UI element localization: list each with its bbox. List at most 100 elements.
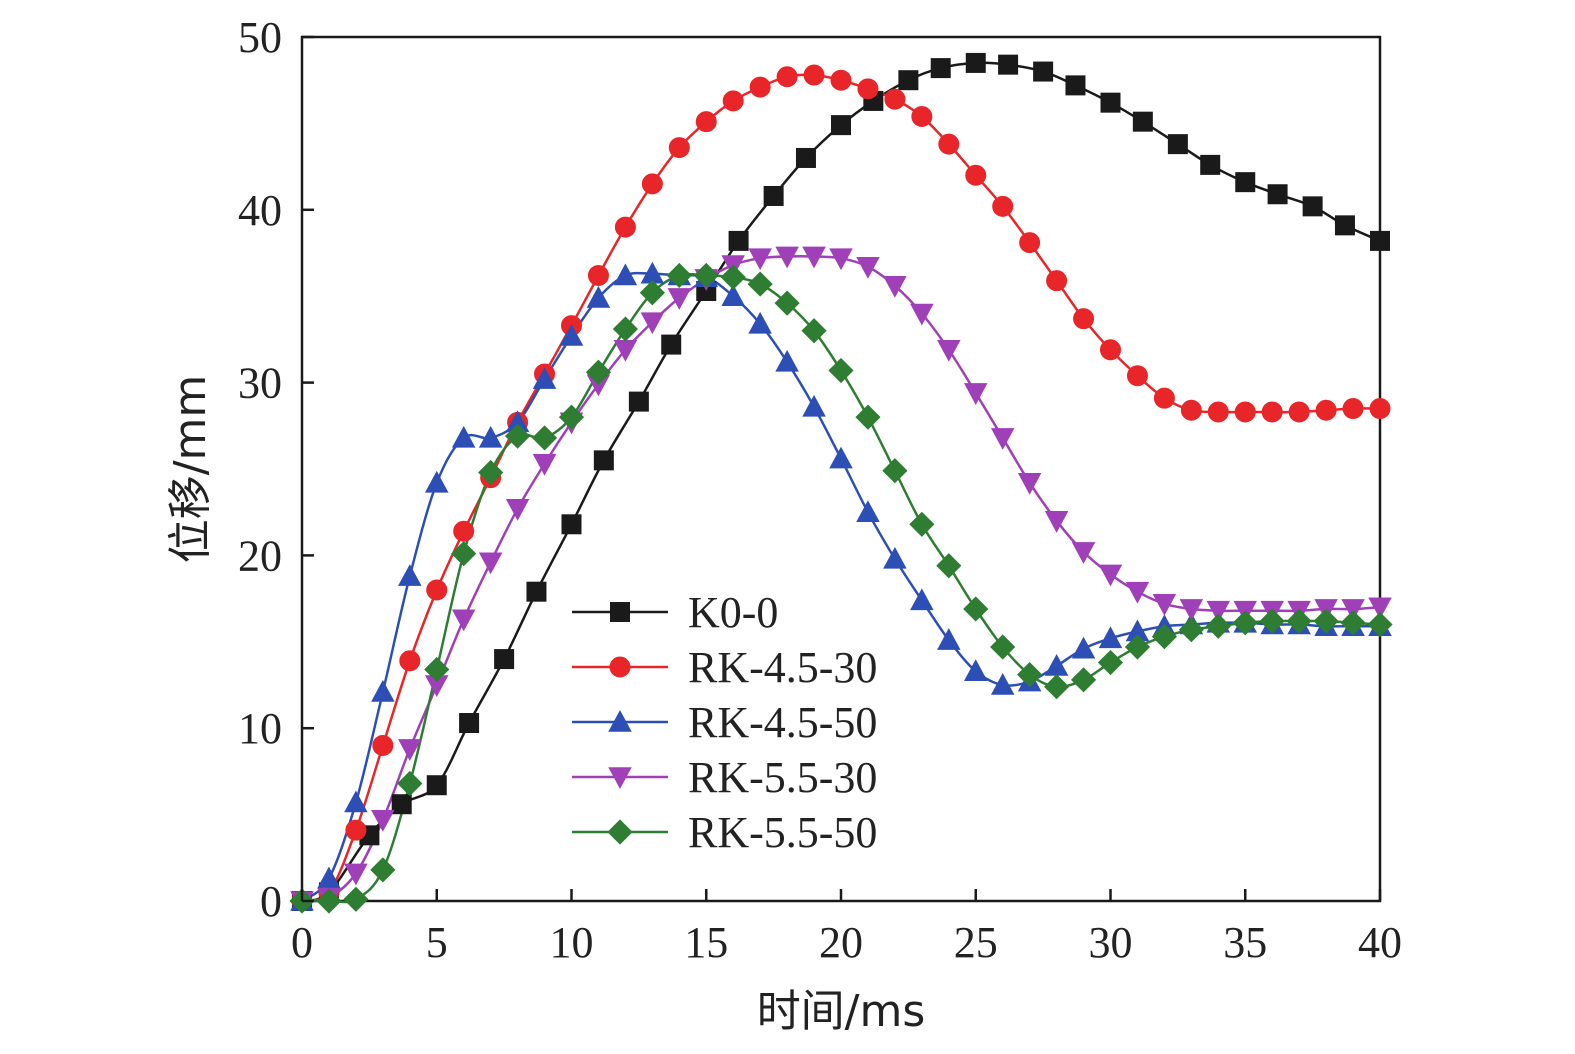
data-point: [774, 290, 800, 316]
data-point: [1071, 636, 1096, 659]
data-point: [667, 288, 692, 310]
data-point: [693, 262, 719, 289]
data-point: [775, 246, 799, 269]
data-point: [1126, 365, 1148, 387]
data-point: [1179, 599, 1204, 621]
data-point: [1207, 401, 1229, 423]
data-point: [587, 264, 609, 286]
data-point: [1367, 611, 1393, 638]
data-point: [1044, 511, 1069, 533]
data-point: [1070, 667, 1097, 693]
data-point: [829, 446, 853, 469]
legend-marker: [610, 602, 630, 622]
data-point: [776, 66, 798, 88]
data-point: [1206, 600, 1231, 623]
data-point: [936, 553, 962, 579]
y-axis-ticks: 0 10 20 30 40 50: [238, 13, 314, 926]
y-tick-label: 50: [238, 13, 282, 62]
data-point: [828, 357, 854, 384]
data-point: [1302, 196, 1323, 217]
data-point: [453, 520, 475, 542]
data-point: [855, 404, 881, 430]
data-point: [963, 596, 989, 622]
data-point: [1315, 399, 1337, 421]
data-point: [526, 581, 547, 602]
data-point: [1152, 593, 1177, 616]
x-tick-label: 0: [291, 918, 313, 967]
data-point: [910, 303, 934, 326]
data-point: [803, 64, 825, 86]
data-point: [451, 609, 476, 632]
data-point: [641, 173, 663, 195]
data-point: [930, 58, 951, 79]
data-point: [558, 404, 585, 430]
data-point: [882, 458, 908, 484]
data-point: [1341, 599, 1365, 621]
data-point: [1017, 662, 1043, 688]
data-point: [1132, 111, 1153, 132]
data-point: [965, 164, 987, 186]
legend-marker: [607, 819, 633, 845]
data-point: [1073, 308, 1095, 330]
data-point: [998, 54, 1019, 75]
data-point: [1017, 473, 1042, 495]
data-point: [831, 115, 851, 136]
data-point: [937, 339, 961, 362]
data-point: [938, 133, 960, 155]
data-point: [856, 500, 880, 522]
series-line-3: [301, 255, 1381, 903]
data-point: [883, 276, 907, 298]
data-point: [802, 246, 826, 269]
data-point: [884, 88, 906, 110]
data-point: [1232, 610, 1258, 636]
data-point: [451, 541, 477, 567]
x-tick-label: 40: [1358, 918, 1402, 967]
data-point: [640, 312, 665, 335]
data-point: [1153, 387, 1175, 409]
data-point: [561, 514, 582, 535]
data-point: [531, 425, 558, 451]
data-point: [829, 248, 853, 271]
x-tick-label: 20: [819, 918, 863, 967]
data-point: [749, 76, 771, 98]
data-point: [371, 679, 395, 702]
data-point: [1071, 542, 1096, 564]
legend: K0-0 RK-4.5-30 RK-4.5-50 RK-5.5-30 RK-5.5-50: [572, 588, 877, 857]
data-point: [1342, 398, 1364, 420]
data-point: [532, 367, 557, 389]
data-point: [1313, 608, 1339, 634]
data-point: [478, 459, 504, 486]
data-point: [586, 285, 611, 308]
data-point: [1286, 608, 1312, 634]
data-point: [397, 770, 423, 797]
y-tick-label: 40: [238, 186, 282, 235]
legend-label: RK-5.5-50: [688, 808, 877, 857]
data-point: [668, 137, 690, 159]
data-point: [459, 713, 480, 734]
data-point: [1167, 134, 1188, 155]
data-point: [909, 511, 935, 537]
legend-label: RK-5.5-30: [688, 753, 877, 802]
y-axis-title: 位移/mm: [165, 375, 216, 564]
data-point: [505, 498, 530, 521]
data-point: [937, 628, 961, 650]
data-point: [1044, 654, 1069, 676]
x-tick-label: 10: [550, 918, 594, 967]
x-tick-label: 15: [684, 918, 728, 967]
legend-label: RK-4.5-30: [688, 643, 877, 692]
data-point: [830, 69, 852, 91]
data-point: [1234, 401, 1256, 423]
data-point: [1151, 624, 1177, 650]
data-point: [763, 185, 784, 206]
data-point: [990, 428, 1015, 450]
data-point: [1235, 172, 1256, 193]
data-point: [424, 656, 450, 683]
data-point: [1033, 61, 1054, 82]
legend-label: RK-4.5-50: [688, 698, 877, 747]
series-line-0: [301, 61, 1381, 903]
data-point: [856, 257, 880, 279]
x-axis-title: 时间/ms: [757, 986, 926, 1037]
data-point: [1340, 610, 1366, 636]
data-point: [1044, 674, 1070, 700]
